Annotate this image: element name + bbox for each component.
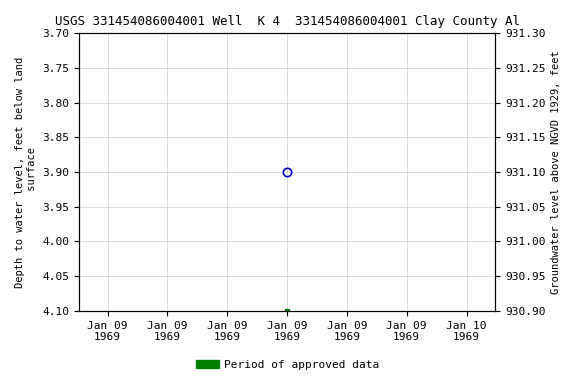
Y-axis label: Depth to water level, feet below land
 surface: Depth to water level, feet below land su…: [15, 56, 37, 288]
Legend: Period of approved data: Period of approved data: [192, 356, 384, 375]
Title: USGS 331454086004001 Well  K 4  331454086004001 Clay County Al: USGS 331454086004001 Well K 4 3314540860…: [55, 15, 520, 28]
Y-axis label: Groundwater level above NGVD 1929, feet: Groundwater level above NGVD 1929, feet: [551, 50, 561, 294]
